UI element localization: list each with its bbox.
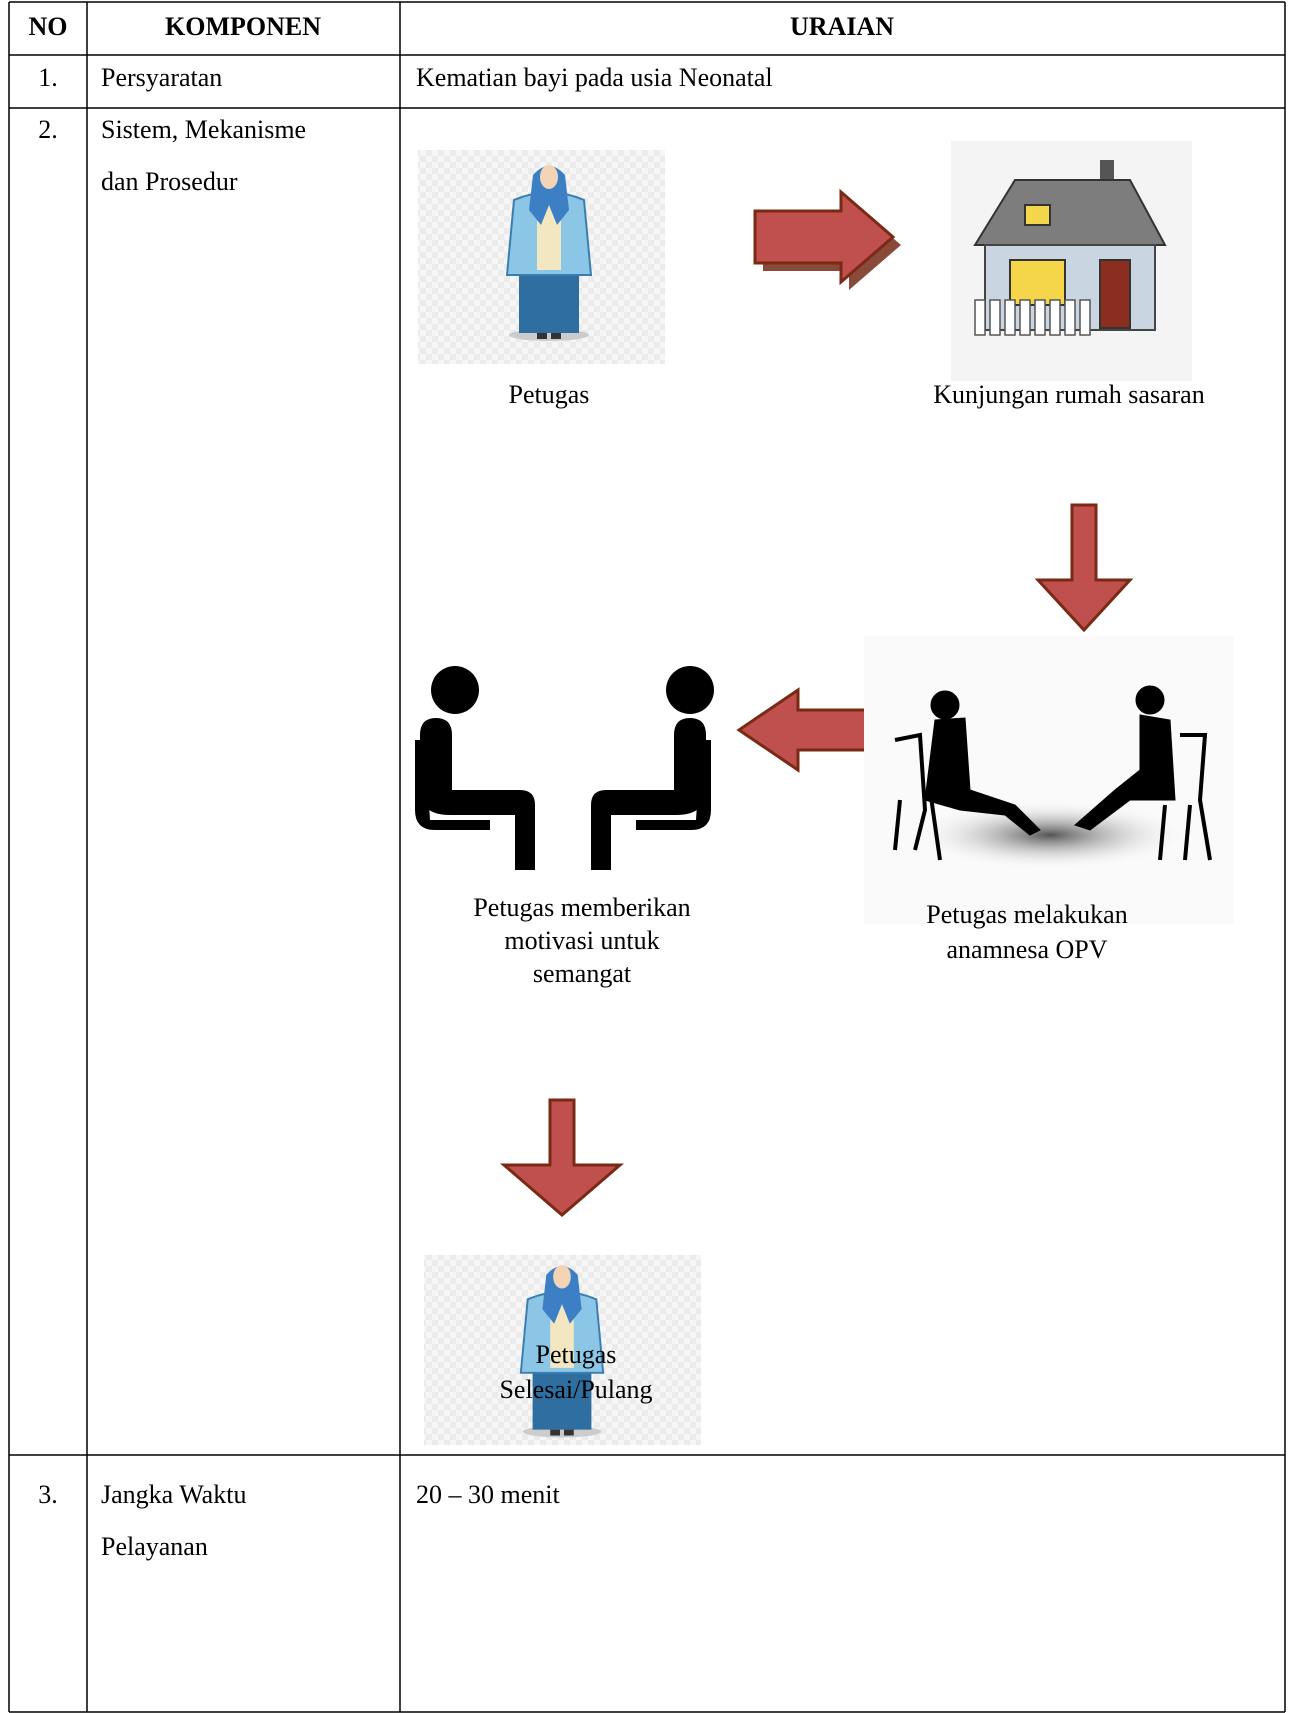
- component: dan Prosedur: [101, 167, 238, 196]
- step-label: Selesai/Pulang: [499, 1375, 652, 1404]
- component: Jangka Waktu: [101, 1480, 246, 1509]
- step-label: anamnesa OPV: [946, 935, 1107, 964]
- component: Sistem, Mekanisme: [101, 115, 306, 144]
- step-label: Kunjungan rumah sasaran: [933, 380, 1204, 409]
- header-cell: KOMPONEN: [165, 12, 321, 41]
- description: Kematian bayi pada usia Neonatal: [416, 63, 773, 92]
- step-label: Petugas: [536, 1340, 617, 1369]
- step-label: Petugas: [509, 380, 590, 409]
- header-cell: URAIAN: [790, 12, 894, 41]
- component: Persyaratan: [101, 63, 222, 92]
- row-number: 3.: [38, 1480, 58, 1509]
- table-lines: [8, 1, 1286, 1713]
- illustrations: [415, 141, 1234, 1445]
- row-number: 1.: [38, 63, 58, 92]
- step-label: Petugas memberikan: [473, 893, 690, 922]
- component: Pelayanan: [101, 1532, 208, 1561]
- step-label: Petugas melakukan: [926, 900, 1127, 929]
- step-label: motivasi untuk: [504, 926, 659, 955]
- step-label: semangat: [533, 959, 632, 988]
- header-cell: NO: [29, 12, 68, 41]
- row-number: 2.: [38, 115, 58, 144]
- description: 20 – 30 menit: [416, 1480, 560, 1509]
